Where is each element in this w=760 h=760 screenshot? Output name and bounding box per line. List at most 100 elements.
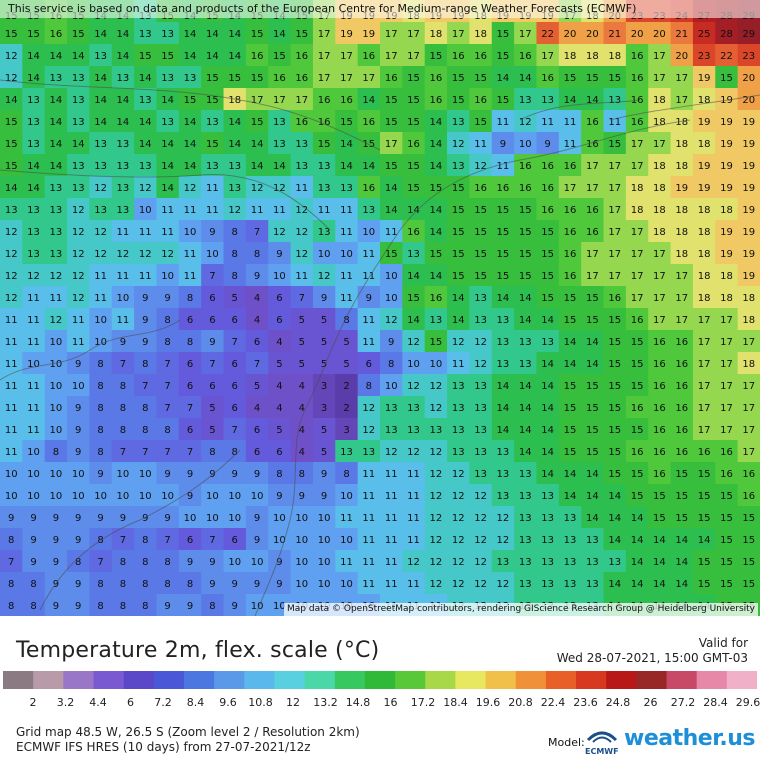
temperature-value: 15	[720, 73, 733, 84]
temperature-value: 12	[295, 205, 308, 216]
temperature-value: 15	[385, 95, 398, 106]
temperature-cell	[134, 462, 158, 485]
temperature-cell	[536, 484, 560, 507]
temperature-value: 13	[50, 249, 63, 260]
temperature-cell	[111, 242, 135, 265]
temperature-cell	[469, 330, 493, 353]
temperature-cell	[692, 286, 716, 309]
temperature-cell	[715, 66, 739, 89]
temperature-cell	[715, 418, 739, 441]
temperature-cell	[692, 572, 716, 595]
temperature-value: 19	[698, 161, 711, 172]
temperature-cell	[402, 374, 426, 397]
temperature-value: 13	[27, 95, 40, 106]
temperature-value: 9	[209, 227, 215, 238]
temperature-value: 14	[586, 469, 599, 480]
temperature-cell	[648, 484, 672, 507]
temperature-cell	[268, 66, 292, 89]
temperature-value: 15	[295, 29, 308, 40]
temperature-value: 13	[407, 249, 420, 260]
temperature-cell	[67, 572, 91, 595]
temperature-cell	[22, 528, 46, 551]
temperature-value: 9	[75, 601, 81, 612]
temperature-value: 9	[97, 469, 103, 480]
temperature-cell	[357, 198, 381, 221]
temperature-value: 8	[8, 601, 14, 612]
temperature-cell	[201, 66, 225, 89]
temperature-cell	[312, 418, 336, 441]
temperature-value: 13	[430, 315, 443, 326]
temperature-value: 7	[97, 557, 103, 568]
temperature-value: 15	[407, 73, 420, 84]
temperature-cell	[312, 528, 336, 551]
temperature-cell	[223, 198, 247, 221]
temperature-value: 11	[385, 557, 398, 568]
temperature-cell	[0, 550, 23, 573]
temperature-cell	[402, 44, 426, 67]
temperature-cell	[514, 484, 538, 507]
temperature-value: 13	[497, 315, 510, 326]
temperature-cell	[245, 528, 269, 551]
temperature-value: 14	[228, 139, 241, 150]
temperature-value: 10	[72, 381, 85, 392]
temperature-value: 8	[97, 601, 103, 612]
temperature-cell	[67, 440, 91, 463]
temperature-value: 13	[474, 447, 487, 458]
temperature-cell	[268, 22, 292, 45]
temperature-cell	[245, 198, 269, 221]
temperature-cell	[648, 286, 672, 309]
temperature-value: 13	[273, 139, 286, 150]
temperature-cell	[469, 550, 493, 573]
temperature-cell	[603, 44, 627, 67]
temperature-cell	[491, 220, 515, 243]
temperature-cell	[648, 154, 672, 177]
temperature-value: 13	[474, 293, 487, 304]
ecmwf-notice: This service is based on data and produc…	[0, 0, 760, 18]
color-scale-segment	[274, 671, 306, 689]
map-attribution[interactable]: Map data © OpenStreetMap contributors, r…	[284, 603, 758, 616]
color-scale-segment	[636, 671, 668, 689]
temperature-cell	[67, 550, 91, 573]
color-scale-segment	[153, 671, 185, 689]
temperature-value: 10	[206, 513, 219, 524]
temperature-value: 13	[541, 95, 554, 106]
temperature-value: 14	[675, 557, 688, 568]
temperature-cell	[536, 22, 560, 45]
temperature-value: 16	[720, 469, 733, 480]
temperature-value: 6	[366, 359, 372, 370]
temperature-value: 11	[5, 337, 18, 348]
temperature-value: 16	[653, 469, 666, 480]
state-border-4	[519, 99, 641, 121]
temperature-value: 11	[608, 117, 621, 128]
temperature-cell	[737, 286, 760, 309]
temperature-value: 9	[164, 601, 170, 612]
temperature-cell	[44, 440, 68, 463]
temperature-cell	[290, 110, 314, 133]
temperature-value: 15	[698, 557, 711, 568]
temperature-cell	[245, 352, 269, 375]
temperature-cell	[89, 264, 113, 287]
temperature-cell	[312, 264, 336, 287]
color-scale-segment	[304, 671, 336, 689]
scale-tick-label: 9.6	[219, 696, 237, 709]
temperature-cell	[357, 462, 381, 485]
temperature-value: 18	[675, 139, 688, 150]
weather-us-logo[interactable]: weather.us	[624, 726, 756, 751]
temperature-cell	[603, 330, 627, 353]
temperature-value: 12	[72, 293, 85, 304]
temperature-value: 12	[27, 271, 40, 282]
temperature-value: 10	[407, 359, 420, 370]
temperature-value: 14	[94, 117, 107, 128]
temperature-map[interactable]: 1515161514141315141514151415171919191819…	[0, 0, 760, 616]
temperature-cell	[514, 132, 538, 155]
temperature-value: 14	[273, 29, 286, 40]
temperature-cell	[22, 286, 46, 309]
temperature-cell	[134, 396, 158, 419]
temperature-cell	[402, 418, 426, 441]
temperature-value: 6	[254, 447, 260, 458]
temperature-cell	[156, 66, 180, 89]
temperature-value: 16	[698, 447, 711, 458]
temperature-value: 12	[430, 557, 443, 568]
temperature-cell	[514, 352, 538, 375]
temperature-value: 16	[653, 337, 666, 348]
